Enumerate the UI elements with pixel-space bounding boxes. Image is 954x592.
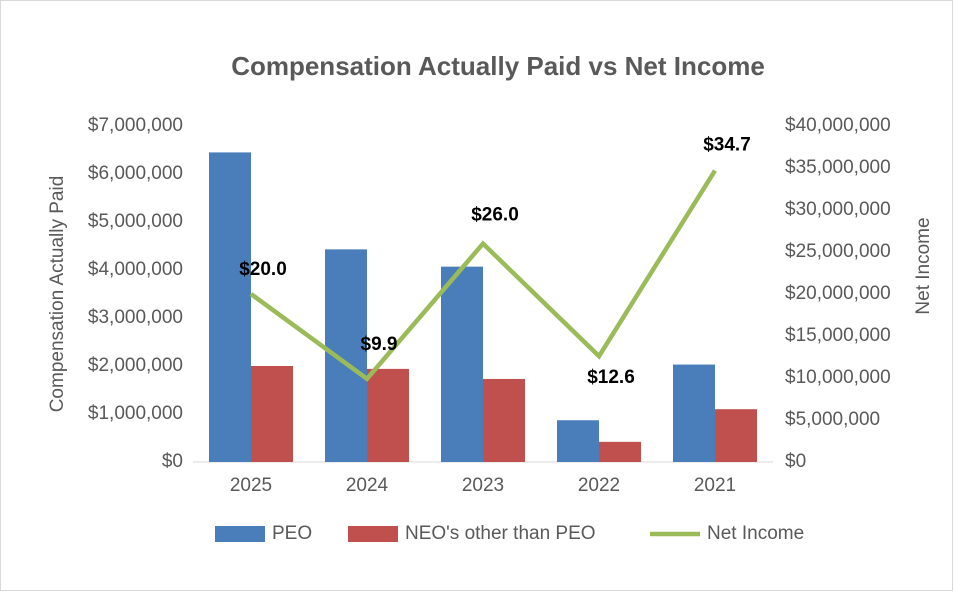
y-tick-label: $0 — [162, 451, 183, 472]
chart-title: Compensation Actually Paid vs Net Income — [231, 51, 765, 81]
y2-tick-label: $0 — [785, 451, 806, 472]
data-label: $9.9 — [361, 334, 398, 355]
data-label: $34.7 — [703, 135, 751, 156]
legend-label: NEO's other than PEO — [405, 523, 596, 544]
data-label: $20.0 — [239, 259, 287, 280]
y2-axis-title: Net Income — [913, 217, 934, 314]
bar — [209, 152, 251, 462]
legend-label: Net Income — [707, 523, 804, 544]
y2-tick-label: $30,000,000 — [785, 199, 891, 220]
bar — [441, 266, 483, 462]
bar — [483, 378, 525, 462]
y2-tick-label: $15,000,000 — [785, 325, 891, 346]
y-tick-label: $6,000,000 — [88, 163, 183, 184]
y2-tick-label: $20,000,000 — [785, 283, 891, 304]
line — [249, 169, 717, 382]
y2-tick-label: $40,000,000 — [785, 115, 891, 136]
y-tick-label: $2,000,000 — [88, 355, 183, 376]
x-tick-label: 2025 — [230, 475, 272, 496]
bar — [673, 364, 715, 462]
bar — [557, 420, 599, 462]
bar — [251, 366, 293, 462]
legend-label: PEO — [272, 523, 312, 544]
x-tick-label: 2022 — [578, 475, 620, 496]
data-label: $12.6 — [587, 367, 635, 388]
y-tick-label: $7,000,000 — [88, 115, 183, 136]
y-tick-label: $4,000,000 — [88, 259, 183, 280]
data-label: $26.0 — [471, 205, 519, 226]
bar — [325, 249, 367, 462]
y-tick-label: $5,000,000 — [88, 211, 183, 232]
y-tick-label: $3,000,000 — [88, 307, 183, 328]
y2-tick-label: $10,000,000 — [785, 367, 891, 388]
y-tick-label: $1,000,000 — [88, 403, 183, 424]
legend-swatch — [215, 526, 265, 542]
bar — [599, 441, 641, 462]
bar — [715, 409, 757, 462]
x-tick-label: 2023 — [462, 475, 504, 496]
y2-tick-label: $5,000,000 — [785, 409, 880, 430]
x-tick-label: 2024 — [346, 475, 389, 496]
y2-tick-label: $25,000,000 — [785, 241, 891, 262]
bar — [367, 368, 409, 462]
y2-tick-label: $35,000,000 — [785, 157, 891, 178]
legend-swatch — [348, 526, 398, 542]
y-axis-title: Compensation Actually Paid — [47, 176, 68, 413]
x-tick-label: 2021 — [694, 475, 736, 496]
